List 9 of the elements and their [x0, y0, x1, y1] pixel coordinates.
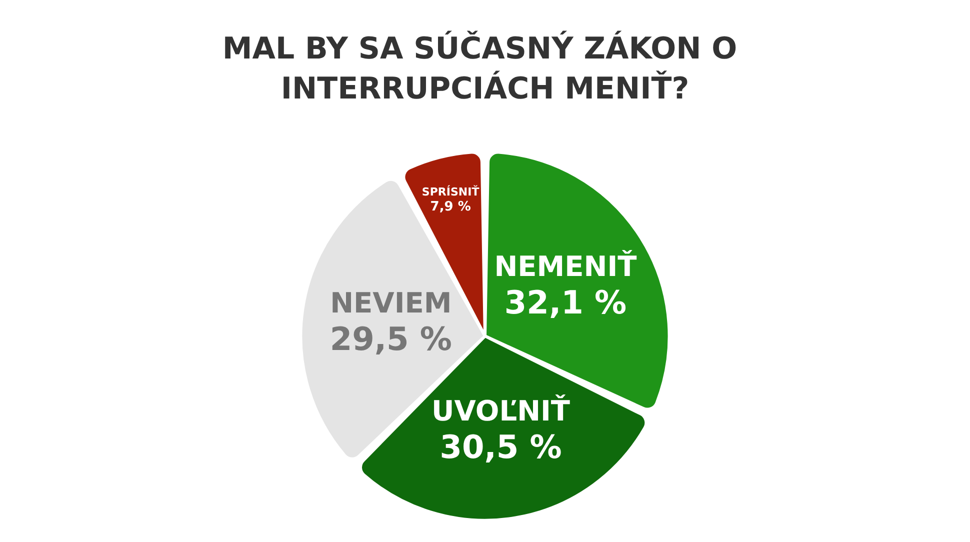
slice-label: UVOĽNIŤ [432, 393, 570, 428]
data-label: 29,5 % [330, 320, 452, 358]
data-label: 32,1 % [504, 283, 627, 322]
data-label: 30,5 % [440, 428, 562, 466]
slice-label: NEMENIŤ [494, 248, 637, 283]
slice-label: NEVIEM [330, 286, 452, 320]
data-label: 7,9 % [430, 200, 471, 215]
chart-title: MAL BY SA SÚČASNÝ ZÁKON O INTERRUPCIÁCH MENIŤ? [222, 30, 748, 106]
slice-label: SPRÍSNIŤ [422, 184, 480, 199]
